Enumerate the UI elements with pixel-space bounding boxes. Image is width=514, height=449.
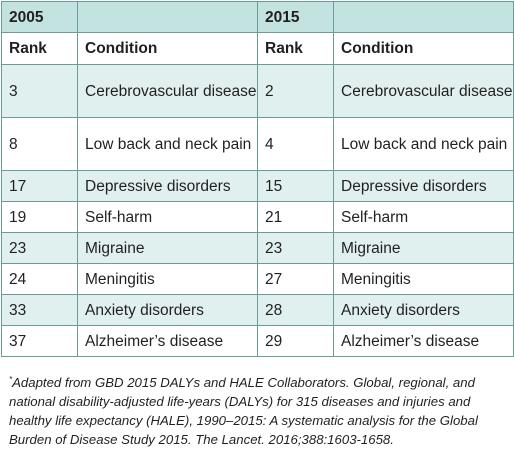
table-row: 23 Migraine 23 Migraine: [1, 232, 514, 264]
condition-2005-cell: Self-harm: [77, 201, 258, 233]
rank-2015-cell: 23: [257, 232, 334, 264]
rank-2005-cell: 33: [1, 294, 78, 326]
condition-2015-cell: Low back and neck pain: [333, 117, 514, 171]
condition-2005-cell: Migraine: [77, 232, 258, 264]
rank-2005-cell: 8: [1, 117, 78, 171]
table-row: 24 Meningitis 27 Meningitis: [1, 263, 514, 295]
year-2015-header-spacer: [333, 1, 514, 33]
condition-2005-cell: Alzheimer’s disease: [77, 325, 258, 357]
condition-2015-cell: Meningitis: [333, 263, 514, 295]
rank-2005-header: Rank: [1, 32, 78, 65]
rank-2015-cell: 15: [257, 170, 334, 202]
year-2005-header: 2005: [1, 1, 78, 33]
rank-2005-cell: 24: [1, 263, 78, 295]
rank-2005-cell: 17: [1, 170, 78, 202]
condition-2015-cell: Self-harm: [333, 201, 514, 233]
table-footnote: *Adapted from GBD 2015 DALYs and HALE Co…: [9, 370, 509, 449]
rank-2005-cell: 19: [1, 201, 78, 233]
condition-2005-cell: Anxiety disorders: [77, 294, 258, 326]
ranking-table-container: 2005 2015 Rank Condition Rank Condition …: [1, 1, 514, 357]
condition-2015-cell: Depressive disorders: [333, 170, 514, 202]
condition-2015-header: Condition: [333, 32, 514, 65]
footnote-text: Adapted from GBD 2015 DALYs and HALE Col…: [9, 375, 478, 447]
rank-2015-cell: 4: [257, 117, 334, 171]
condition-2005-cell: Depressive disorders: [77, 170, 258, 202]
rank-2015-cell: 27: [257, 263, 334, 295]
column-header-row: Rank Condition Rank Condition: [1, 32, 514, 65]
rank-2005-cell: 3: [1, 64, 78, 118]
table-row: 19 Self-harm 21 Self-harm: [1, 201, 514, 233]
table-row: 3 Cerebrovascular disease 2 Cerebrovascu…: [1, 64, 514, 118]
rank-2005-cell: 23: [1, 232, 78, 264]
table-row: 17 Depressive disorders 15 Depressive di…: [1, 170, 514, 202]
condition-2015-cell: Cerebrovascular disease: [333, 64, 514, 118]
rank-2015-cell: 2: [257, 64, 334, 118]
table-row: 37 Alzheimer’s disease 29 Alzheimer’s di…: [1, 325, 514, 357]
table-row: 33 Anxiety disorders 28 Anxiety disorder…: [1, 294, 514, 326]
rank-2015-cell: 29: [257, 325, 334, 357]
rank-2005-cell: 37: [1, 325, 78, 357]
footnote-marker: *: [9, 375, 13, 384]
condition-2005-cell: Cerebrovascular disease: [77, 64, 258, 118]
year-2005-header-spacer: [77, 1, 258, 33]
condition-2015-cell: Alzheimer’s disease: [333, 325, 514, 357]
rank-2015-header: Rank: [257, 32, 334, 65]
condition-2005-cell: Low back and neck pain: [77, 117, 258, 171]
condition-2005-header: Condition: [77, 32, 258, 65]
condition-2015-cell: Anxiety disorders: [333, 294, 514, 326]
rank-2015-cell: 21: [257, 201, 334, 233]
condition-2005-cell: Meningitis: [77, 263, 258, 295]
year-header-row: 2005 2015: [1, 1, 514, 33]
ranking-table: 2005 2015 Rank Condition Rank Condition …: [1, 1, 514, 357]
year-2015-header: 2015: [257, 1, 334, 33]
rank-2015-cell: 28: [257, 294, 334, 326]
condition-2015-cell: Migraine: [333, 232, 514, 264]
table-row: 8 Low back and neck pain 4 Low back and …: [1, 117, 514, 171]
